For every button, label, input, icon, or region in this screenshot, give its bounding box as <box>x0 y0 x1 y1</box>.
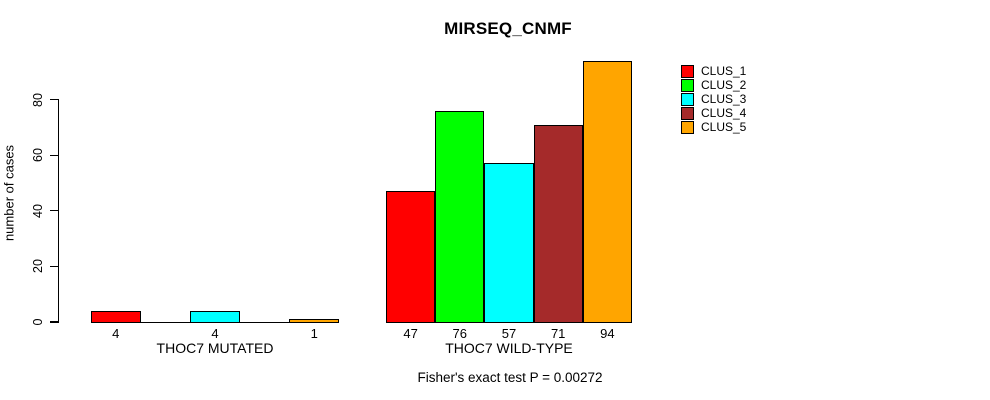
bar-CLUS_2 <box>435 110 485 324</box>
y-axis-tick <box>50 321 59 323</box>
bar-CLUS_3 <box>484 163 534 324</box>
fisher-test-annotation: Fisher's exact test P = 0.00272 <box>417 370 603 385</box>
bar-CLUS_1 <box>386 191 436 324</box>
legend-swatch-icon <box>681 107 694 120</box>
legend-label: CLUS_4 <box>701 106 747 120</box>
bar-value-label: 57 <box>501 326 517 341</box>
legend-row-CLUS_3: CLUS_3 <box>681 93 746 106</box>
bar-value-label: 94 <box>600 326 615 341</box>
legend-label: CLUS_1 <box>701 64 747 78</box>
legend-row-CLUS_2: CLUS_2 <box>681 79 746 92</box>
bar-CLUS_4 <box>533 124 583 324</box>
bar-CLUS_5 <box>289 319 339 324</box>
legend-swatch-icon <box>681 121 694 134</box>
legend-swatch-icon <box>681 79 694 92</box>
y-axis-tick <box>50 98 59 101</box>
legend-swatch-icon <box>681 93 694 106</box>
legend: CLUS_1 CLUS_2 CLUS_3 CLUS_4 CLUS_5 <box>681 65 746 135</box>
y-axis-tick-label: 20 <box>31 259 45 274</box>
y-axis-tick <box>50 265 59 267</box>
y-axis-tick-label: 40 <box>31 203 45 218</box>
bar-value-label: 71 <box>550 326 566 341</box>
bar-value-label: 47 <box>403 326 418 341</box>
bar-value-label: 4 <box>112 326 120 341</box>
legend-label: CLUS_2 <box>701 78 747 92</box>
y-axis-tick <box>50 154 59 156</box>
bar-value-label: 76 <box>452 326 468 341</box>
group-label: THOC7 MUTATED <box>156 340 274 356</box>
chart-title: MIRSEQ_CNMF <box>444 19 572 38</box>
y-axis-tick-label: 60 <box>31 148 45 163</box>
y-axis-tick <box>50 210 59 212</box>
y-axis-tick-label: 80 <box>31 92 45 107</box>
bar-CLUS_3 <box>190 310 240 324</box>
bar-value-label: 1 <box>310 326 318 341</box>
y-axis-tick-label: 0 <box>31 318 45 326</box>
legend-swatch-icon <box>681 65 694 78</box>
legend-label: CLUS_3 <box>701 92 747 106</box>
bar-CLUS_5 <box>582 60 632 324</box>
zero-bar-CLUS_2 <box>140 322 191 324</box>
group-label: THOC7 WILD-TYPE <box>445 340 573 356</box>
legend-row-CLUS_4: CLUS_4 <box>681 107 746 120</box>
bar-value-label: 4 <box>211 326 219 341</box>
legend-label: CLUS_5 <box>701 120 747 134</box>
legend-row-CLUS_5: CLUS_5 <box>681 121 746 134</box>
y-axis-title: number of cases <box>1 144 17 242</box>
legend-row-CLUS_1: CLUS_1 <box>681 65 746 78</box>
bar-CLUS_1 <box>91 310 141 324</box>
zero-bar-CLUS_4 <box>239 322 290 324</box>
